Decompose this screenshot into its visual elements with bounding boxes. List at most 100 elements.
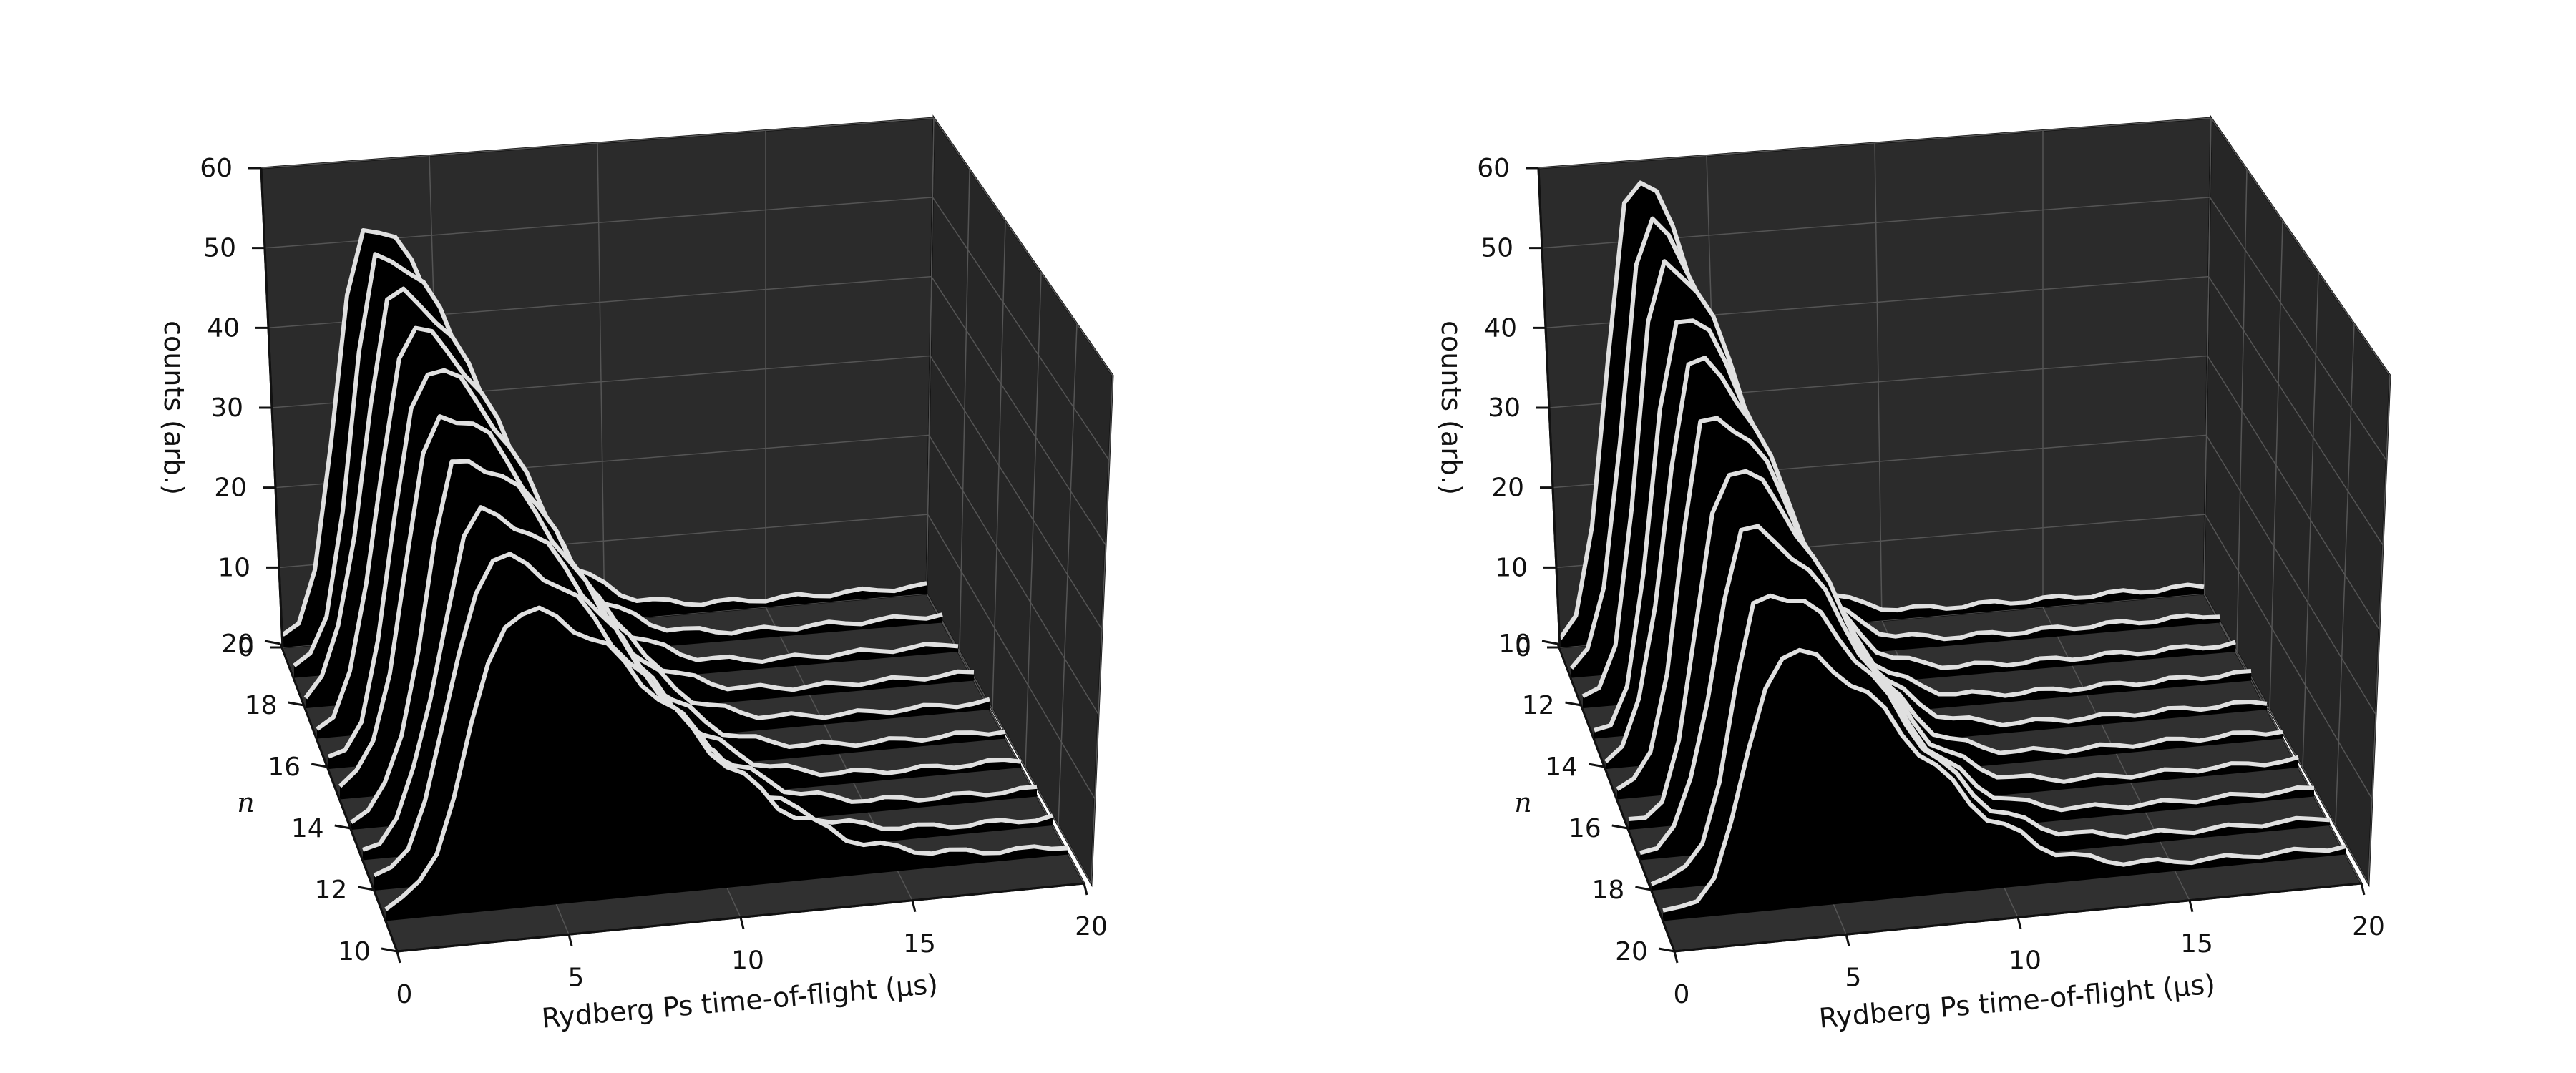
grid-line-side	[2205, 514, 2373, 800]
x-axis-label: Rydberg Ps time-of-flight (μs)	[540, 968, 939, 1034]
x-tick	[1845, 934, 1850, 946]
n-tick	[1565, 701, 1581, 707]
grid-line-side	[930, 356, 1103, 630]
x-axis-label: Rydberg Ps time-of-flight (μs)	[1818, 968, 2216, 1034]
n-tick	[334, 824, 351, 830]
z-axis-label: counts (arb.)	[1435, 320, 1467, 495]
n-tick-label: 14	[1545, 753, 1578, 782]
x-tick-label: 0	[396, 980, 413, 1009]
series-line-n15	[1616, 416, 2283, 791]
grid-line-side	[2209, 197, 2387, 461]
z-tick-label: 60	[1477, 154, 1510, 183]
z-tick-label: 20	[214, 474, 247, 503]
n-axis-line	[279, 643, 399, 952]
x-tick	[911, 900, 917, 913]
series-line-n13	[362, 505, 1038, 852]
z-tick-label: 10	[218, 553, 250, 582]
grid-line-side	[2207, 356, 2380, 630]
series-traces	[281, 228, 1069, 921]
grid-line-side	[2210, 117, 2391, 376]
n-axis-label: n	[237, 787, 254, 818]
grid-line-side-vert	[2368, 375, 2391, 884]
n-tick	[1658, 947, 1675, 953]
x-tick-label: 10	[731, 946, 764, 976]
z-tick-label: 40	[207, 313, 240, 343]
series-line-n11	[1569, 216, 2220, 670]
grid-line-side-vert	[2269, 220, 2283, 710]
x-tick-label: 20	[1075, 912, 1108, 941]
series-traces	[1558, 180, 2346, 921]
grid-line-side-vert	[2203, 117, 2212, 594]
grid-line-side	[932, 197, 1110, 461]
x-tick	[2188, 900, 2194, 913]
series-line-n19	[293, 252, 943, 667]
z-tick-label: 0	[1515, 633, 1531, 662]
grid-line-side-vert	[992, 220, 1006, 710]
x-tick-label: 5	[568, 963, 585, 992]
grid-line-side	[927, 514, 1096, 800]
n-tick	[264, 640, 281, 645]
n-axis-label: n	[1514, 787, 1531, 818]
x-tick-label: 10	[2009, 946, 2041, 976]
grid-line-side	[928, 434, 1099, 715]
series-line-n15	[338, 414, 1006, 788]
n-tick	[1588, 763, 1605, 768]
series-fill-n19	[1663, 650, 2346, 921]
grid-line-side	[2205, 434, 2376, 715]
z-tick-label: 50	[203, 234, 236, 263]
z-tick-label: 50	[1480, 234, 1513, 263]
x-tick-label: 15	[903, 929, 936, 959]
grid-line-x	[597, 142, 605, 621]
grid-line-side-vert	[959, 169, 970, 652]
x-tick	[567, 934, 573, 946]
series-line-n17	[316, 325, 975, 731]
series-line-n11	[384, 605, 1069, 911]
n-tick	[288, 701, 304, 707]
x-tick	[2360, 883, 2366, 896]
series-line-n12	[373, 552, 1053, 878]
axes	[248, 167, 1088, 964]
grid-line-side-vert	[1058, 323, 1078, 826]
grid-line-side-vert	[1025, 272, 1042, 768]
n-tick	[381, 947, 398, 953]
n-tick-label: 20	[1615, 937, 1648, 966]
z-tick-label: 0	[238, 633, 254, 662]
n-tick-label: 14	[291, 814, 324, 843]
series-line-n16	[1628, 469, 2299, 821]
z-tick-label: 40	[1484, 313, 1517, 343]
series-fill-n11	[386, 607, 1068, 921]
series-line-n13	[1594, 318, 2252, 733]
z-tick-label: 10	[1495, 553, 1528, 582]
n-tick	[311, 763, 328, 768]
x-tick-label: 5	[1845, 963, 1862, 992]
waterfall-chart-left: 051015201012141618200102030405060Rydberg…	[158, 114, 1114, 1034]
x-tick-label: 15	[2180, 929, 2213, 959]
n-tick-label: 10	[1498, 629, 1531, 659]
series-line-n16	[327, 368, 990, 759]
n-tick-label: 18	[1591, 876, 1624, 905]
n-tick-label: 10	[338, 937, 371, 966]
x-tick	[1083, 883, 1088, 896]
series-line-n10	[1558, 180, 2205, 640]
x-tick-label: 0	[1674, 980, 1690, 1009]
grid-line-side-vert	[1091, 375, 1113, 884]
n-axis-line	[1556, 643, 1676, 952]
z-axis-label: counts (arb.)	[158, 320, 190, 495]
series-line-n18	[1650, 593, 2331, 886]
z-tick-label: 20	[1491, 474, 1524, 503]
n-tick	[358, 886, 374, 891]
n-tick	[1611, 824, 1629, 830]
n-tick-label: 20	[221, 629, 254, 659]
series-line-n12	[1581, 259, 2236, 699]
z-tick-label: 60	[200, 154, 233, 183]
grid-line-side	[931, 276, 1106, 546]
grid-line-side-vert	[2236, 169, 2248, 652]
grid-line-side	[933, 117, 1113, 376]
x-tick	[396, 951, 401, 964]
grid-line-side-vert	[2335, 323, 2355, 826]
x-tick	[1673, 951, 1679, 964]
grid-line-side-vert	[926, 117, 935, 594]
n-tick-label: 12	[1522, 691, 1555, 720]
n-tick-label: 18	[245, 691, 278, 720]
